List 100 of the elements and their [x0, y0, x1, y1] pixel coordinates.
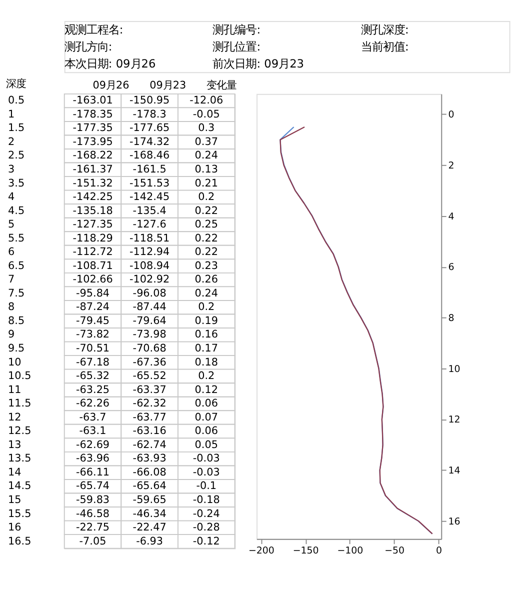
data-label: -0.05: [192, 108, 220, 120]
data-label: -0.24: [192, 508, 220, 520]
data-label: -142.45: [129, 191, 170, 204]
y-tick-label: 1: [8, 108, 15, 120]
data-label: -73.82: [76, 328, 110, 341]
y-tick-label: 13.5: [8, 452, 32, 465]
data-label: -73.98: [132, 328, 166, 341]
x-tick-label: −200: [248, 546, 274, 557]
data-label: -46.34: [132, 508, 167, 520]
data-label: -59.65: [132, 494, 166, 506]
y-tick-label: 15.5: [8, 508, 32, 520]
data-label: -178.35: [72, 108, 113, 120]
data-label: -65.32: [76, 370, 110, 382]
y-tick-label: 9.5: [8, 342, 25, 355]
data-label: -62.32: [132, 398, 166, 410]
data-label: 0.2: [198, 370, 215, 382]
y-tick-label: 10.5: [8, 370, 32, 382]
y-tick-label: 6.5: [8, 260, 25, 272]
data-label: 0.24: [194, 150, 218, 162]
data-label: -0.18: [192, 494, 220, 506]
data-label: -0.03: [192, 466, 220, 478]
data-label: -151.53: [129, 177, 170, 190]
y-tick-label: 5.5: [8, 232, 25, 244]
data-label: -127.35: [72, 218, 113, 231]
data-label: -118.29: [72, 232, 113, 244]
data-label: -22.75: [76, 522, 110, 534]
x-tick-label: 变化量: [206, 80, 236, 92]
data-label: 0.2: [198, 301, 215, 314]
data-label: 0.19: [194, 314, 218, 327]
y-tick-label: 0: [448, 110, 454, 121]
y-axis-title: 深度: [6, 78, 26, 90]
data-label: -173.95: [72, 136, 113, 148]
data-label: -63.1: [79, 425, 106, 438]
data-label: -6.93: [136, 535, 164, 548]
data-label: -95.84: [76, 287, 110, 300]
y-tick-label: 4: [448, 211, 454, 222]
data-label: -66.08: [132, 466, 166, 478]
y-tick-label: 12: [448, 414, 460, 426]
y-tick-label: 16.5: [8, 535, 32, 548]
data-label: -87.44: [132, 301, 167, 314]
y-tick-label: 7: [8, 274, 15, 286]
data-label: -150.95: [129, 94, 170, 107]
data-label: -177.65: [129, 122, 170, 134]
data-label: -102.66: [72, 274, 113, 286]
data-label: -66.11: [76, 466, 110, 478]
data-label: -135.4: [132, 204, 167, 217]
text: 测孔深度:: [361, 22, 409, 36]
y-tick-label: 6: [448, 262, 454, 274]
data-label: -65.74: [76, 480, 110, 492]
x-tick-label: −50: [384, 546, 405, 557]
data-label: -178.3: [132, 108, 166, 120]
data-label: 0.07: [194, 411, 218, 424]
data-label: -108.71: [72, 260, 113, 272]
y-tick-label: 14: [448, 466, 460, 477]
data-label: 0.06: [194, 425, 218, 438]
x-tick-label: 09月23: [150, 80, 186, 92]
data-label: -7.05: [79, 535, 106, 548]
y-tick-label: 9: [8, 328, 15, 341]
y-tick-label: 6: [8, 246, 15, 258]
data-label: -151.32: [72, 177, 113, 190]
y-tick-label: 7.5: [8, 287, 25, 300]
data-label: -161.5: [132, 164, 166, 176]
data-label: -70.68: [132, 342, 166, 355]
y-tick-label: 16: [448, 516, 460, 528]
data-label: 0.16: [194, 328, 218, 341]
data-label: -67.36: [132, 356, 166, 368]
data-label: 0.17: [194, 342, 218, 355]
x-tick-label: −100: [337, 546, 364, 557]
data-label: -63.25: [76, 384, 110, 396]
text: 测孔方向:: [64, 39, 112, 54]
y-tick-label: 4: [8, 191, 16, 204]
y-tick-label: 15: [8, 494, 22, 506]
data-label: -0.1: [196, 480, 217, 492]
x-tick-label: 09月26: [92, 80, 130, 92]
data-label: 0.13: [194, 164, 218, 176]
y-tick-label: 12: [8, 411, 22, 424]
text: 前次日期: 09月23: [212, 56, 304, 70]
data-label: 0.22: [194, 246, 218, 258]
data-label: -168.46: [129, 150, 170, 162]
data-label: 0.26: [194, 274, 218, 286]
data-label: -168.22: [72, 150, 113, 162]
y-tick-label: 2.5: [8, 150, 25, 162]
data-label: -46.58: [76, 508, 110, 520]
y-tick-label: 13: [8, 438, 22, 451]
y-tick-label: 5: [8, 218, 15, 231]
data-label: -112.72: [72, 246, 113, 258]
data-label: 0.21: [194, 177, 218, 190]
data-label: -79.64: [132, 314, 167, 327]
y-tick-label: 8: [8, 301, 15, 314]
y-tick-label: 3: [8, 164, 15, 176]
data-label: -65.52: [132, 370, 166, 382]
y-tick-label: 16: [8, 522, 22, 534]
data-label: -62.69: [76, 438, 110, 451]
data-label: -63.16: [132, 425, 166, 438]
data-label: 0.06: [194, 398, 218, 410]
data-label: -177.35: [72, 122, 113, 134]
data-label: -0.12: [192, 535, 220, 548]
y-tick-label: 3.5: [8, 177, 25, 190]
data-label: -161.37: [72, 164, 113, 176]
data-label: -65.64: [132, 480, 167, 492]
